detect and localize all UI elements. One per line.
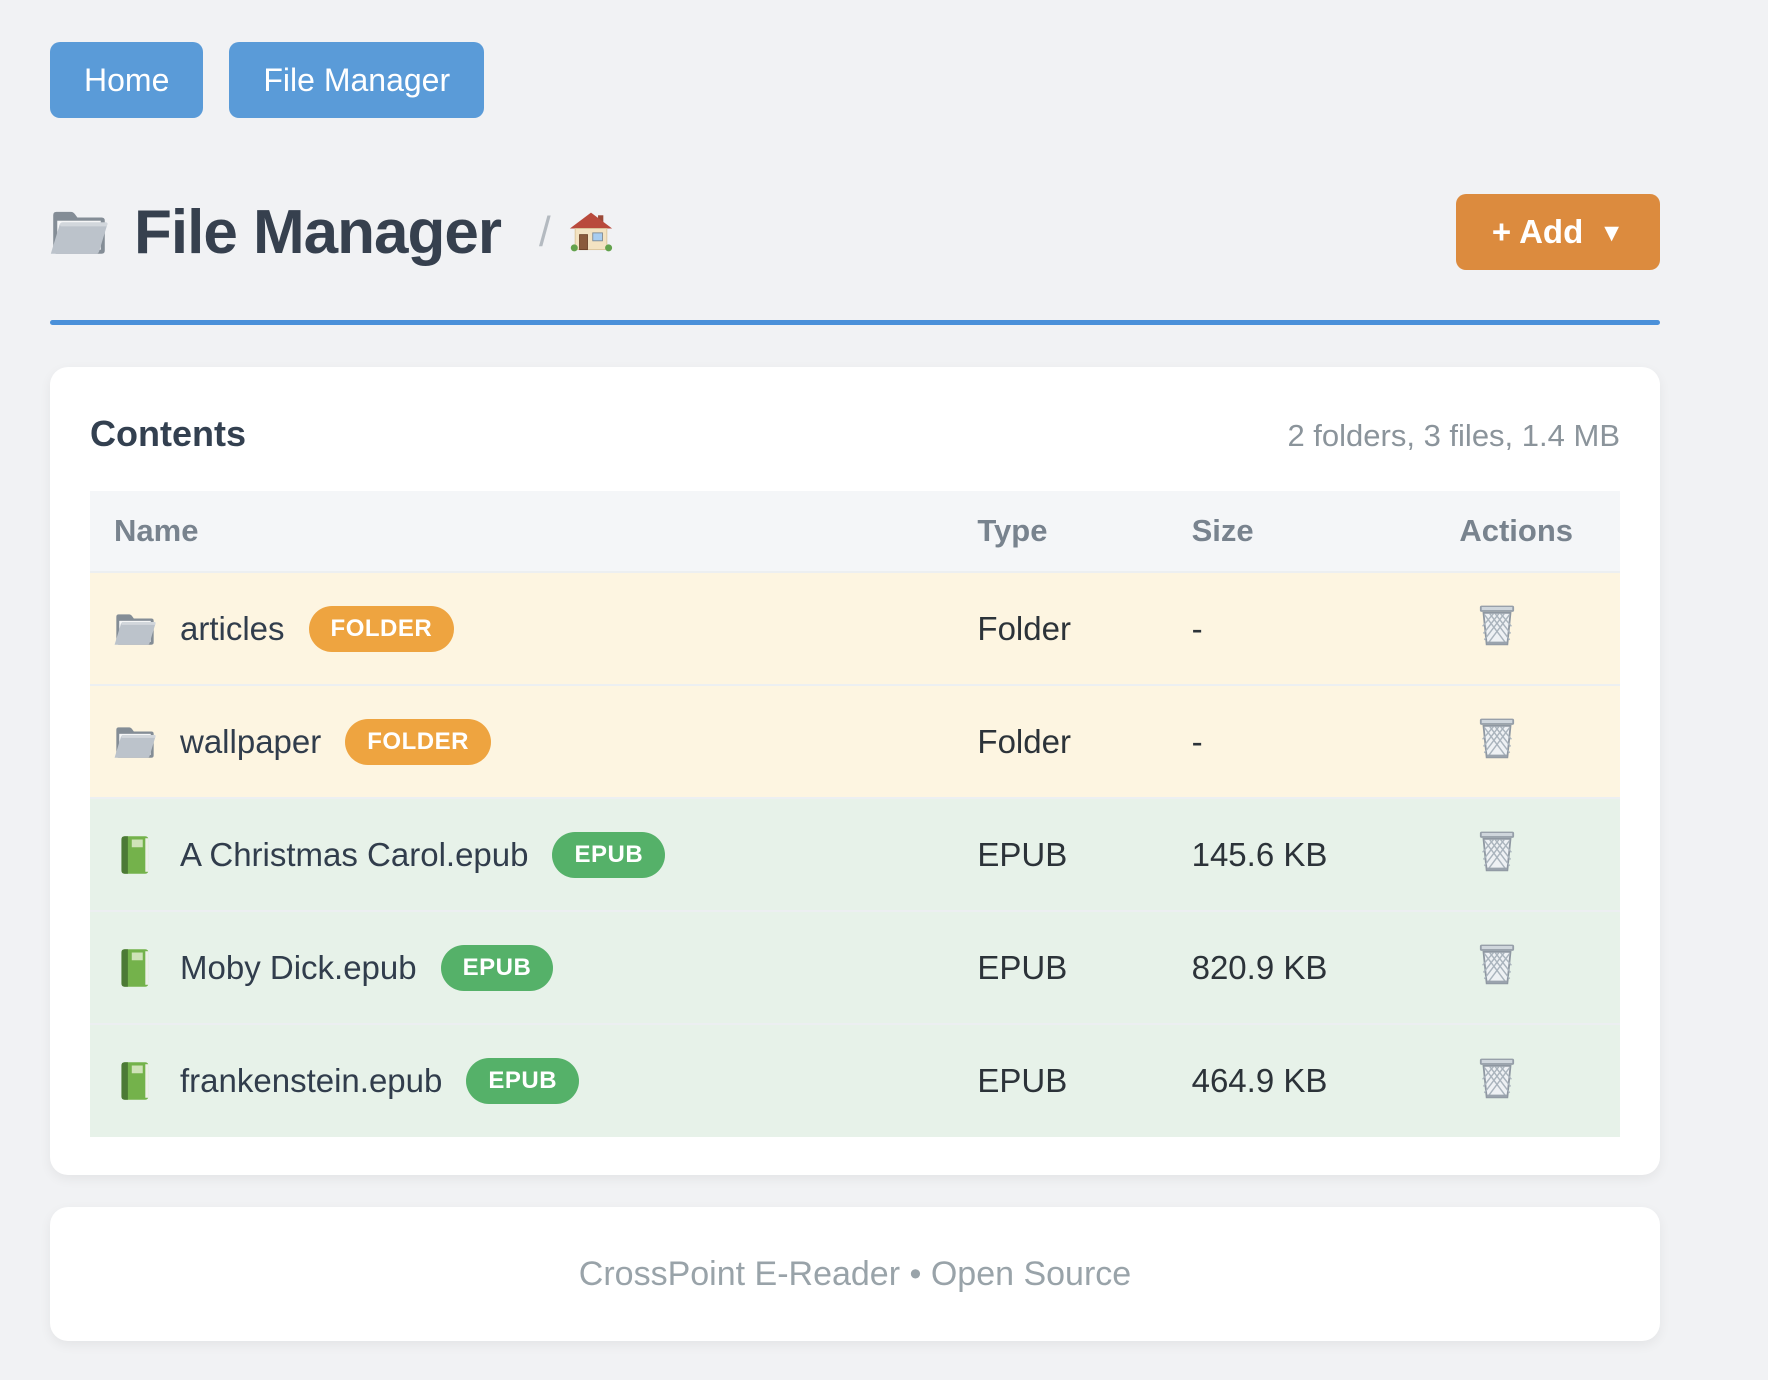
book-icon (121, 948, 149, 987)
size-cell: - (1191, 722, 1203, 760)
top-nav: Home File Manager (50, 42, 1660, 118)
contents-card-header: Contents 2 folders, 3 files, 1.4 MB (90, 413, 1620, 455)
house-icon[interactable] (569, 211, 613, 253)
contents-title: Contents (90, 413, 246, 454)
type-cell: Folder (977, 609, 1071, 647)
type-cell: EPUB (977, 948, 1068, 986)
contents-summary: 2 folders, 3 files, 1.4 MB (1287, 418, 1620, 453)
type-badge: EPUB (552, 831, 666, 878)
size-cell: 820.9 KB (1191, 948, 1328, 986)
chevron-down-icon: ▼ (1599, 218, 1624, 247)
table-row[interactable]: wallpaper FOLDER Folder - (90, 685, 1620, 798)
home-button[interactable]: Home (50, 42, 204, 118)
trash-icon (1479, 830, 1516, 872)
file-name[interactable]: Moby Dick.epub (180, 948, 417, 986)
folder-icon (114, 726, 156, 758)
breadcrumb: / (539, 208, 551, 255)
table-row[interactable]: articles FOLDER Folder - (90, 572, 1620, 685)
type-badge: FOLDER (308, 605, 455, 652)
type-badge: EPUB (466, 1058, 580, 1104)
page-title: File Manager (134, 197, 502, 267)
file-name[interactable]: wallpaper (180, 722, 322, 760)
delete-button[interactable] (1477, 941, 1517, 986)
file-name[interactable]: frankenstein.epub (180, 1062, 443, 1099)
trash-icon (1479, 717, 1516, 759)
page-container: Home File Manager File Manager / + Add ▼… (50, 0, 1660, 1341)
type-badge: FOLDER (345, 718, 491, 765)
type-cell: EPUB (977, 835, 1068, 873)
column-header-type: Type (977, 491, 1192, 572)
footer: CrossPoint E-Reader • Open Source (50, 1207, 1660, 1341)
trash-icon (1479, 1057, 1516, 1098)
size-cell: 145.6 KB (1191, 835, 1328, 873)
table-row[interactable]: A Christmas Carol.epub EPUB EPUB 145.6 K… (90, 798, 1620, 911)
add-button[interactable]: + Add ▼ (1455, 194, 1660, 270)
file-table: Name Type Size Actions articles FOLDER F… (90, 491, 1620, 1137)
file-table-body: articles FOLDER Folder - wallpaper FOLDE… (90, 572, 1620, 1137)
type-cell: EPUB (977, 1062, 1068, 1099)
table-row[interactable]: Moby Dick.epub EPUB EPUB 820.9 KB (90, 911, 1620, 1024)
file-name[interactable]: articles (180, 609, 285, 647)
delete-button[interactable] (1477, 715, 1517, 760)
contents-card: Contents 2 folders, 3 files, 1.4 MB Name… (50, 367, 1660, 1175)
file-name[interactable]: A Christmas Carol.epub (180, 835, 529, 873)
column-header-size: Size (1191, 491, 1460, 572)
delete-button[interactable] (1477, 828, 1517, 873)
folder-icon (114, 613, 156, 645)
footer-text: CrossPoint E-Reader • Open Source (578, 1254, 1132, 1293)
trash-icon (1479, 604, 1516, 646)
size-cell: - (1191, 609, 1203, 647)
delete-button[interactable] (1477, 1055, 1517, 1100)
folder-icon (50, 211, 108, 254)
book-icon (121, 1062, 149, 1100)
delete-button[interactable] (1477, 602, 1517, 647)
page-header: File Manager / + Add ▼ (50, 194, 1660, 270)
file-table-head: Name Type Size Actions (90, 491, 1620, 572)
book-icon (121, 835, 149, 874)
trash-icon (1479, 943, 1516, 985)
file-manager-button[interactable]: File Manager (229, 42, 485, 118)
type-badge: EPUB (440, 944, 554, 991)
column-header-actions: Actions (1459, 491, 1620, 572)
header-divider (50, 320, 1660, 325)
add-button-label: + Add (1491, 213, 1584, 250)
type-cell: Folder (977, 722, 1071, 760)
column-header-name: Name (90, 491, 978, 572)
table-row[interactable]: frankenstein.epub EPUB EPUB 464.9 KB (90, 1024, 1620, 1137)
size-cell: 464.9 KB (1191, 1062, 1328, 1099)
